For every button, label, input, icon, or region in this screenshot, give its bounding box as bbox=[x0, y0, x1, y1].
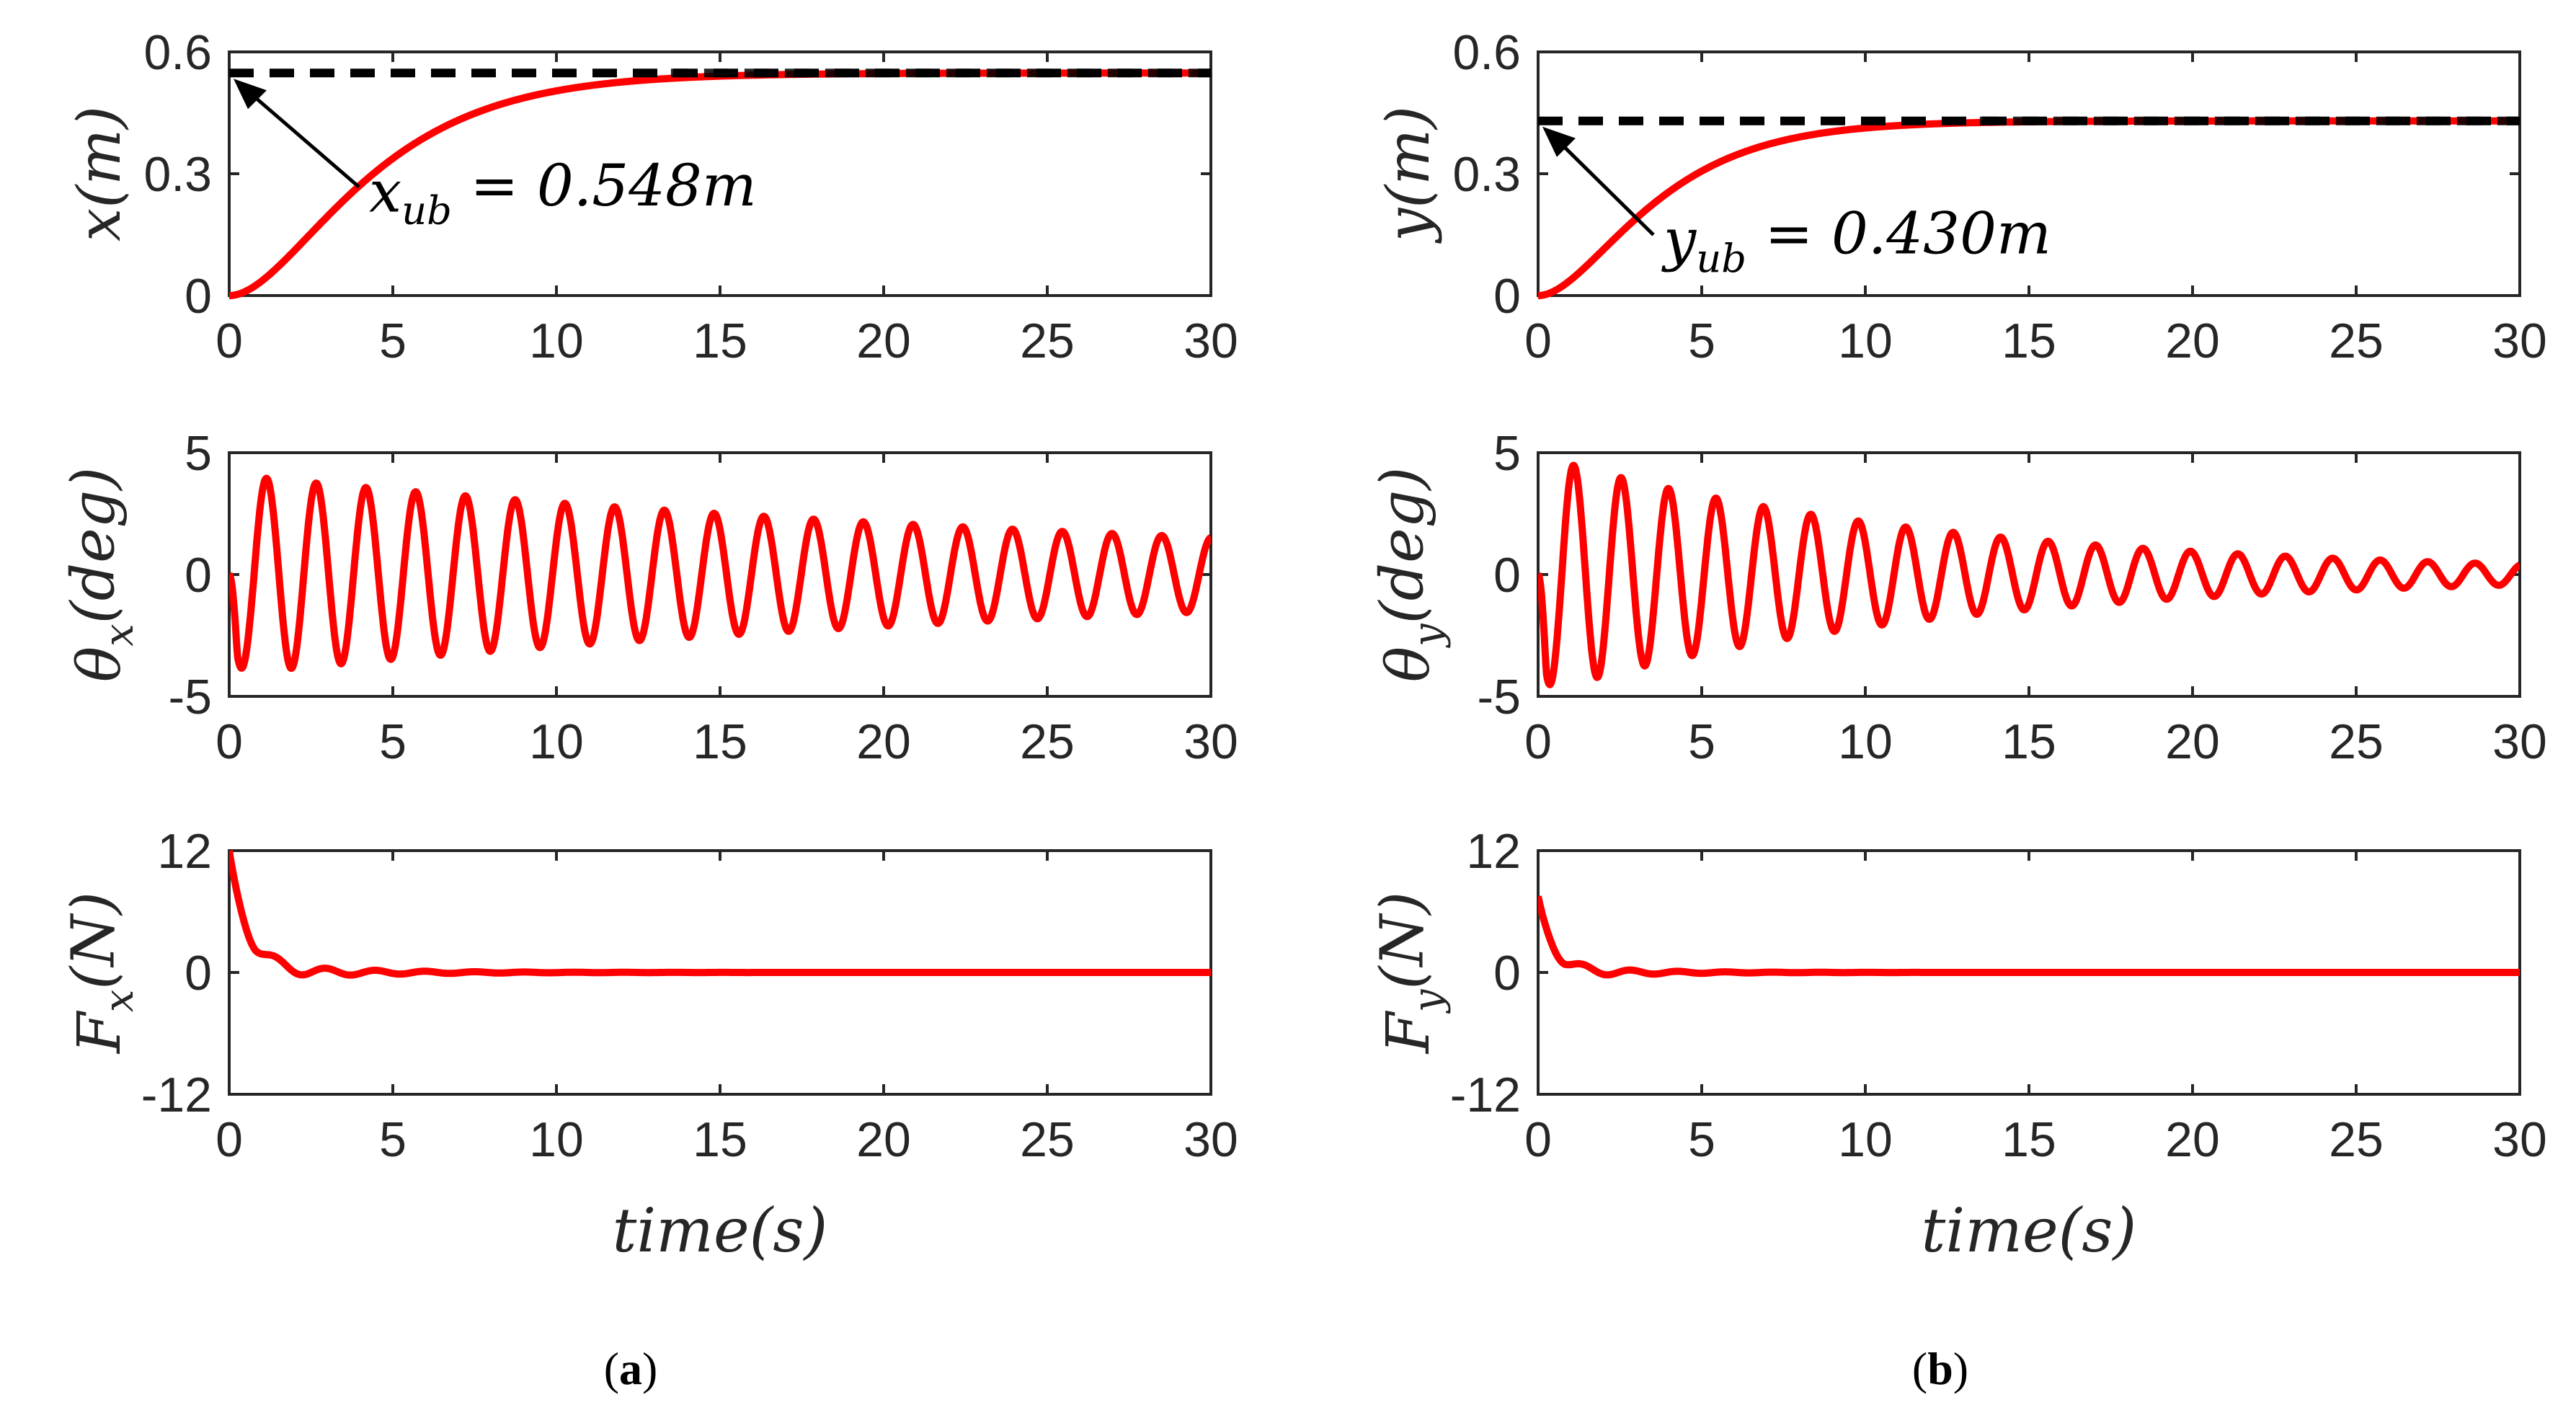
y-tick-label: -5 bbox=[169, 670, 212, 724]
y-axis-label: θy(deg) bbox=[1369, 467, 1452, 682]
x-tick-label: 30 bbox=[2492, 314, 2547, 368]
annotation-label: yub = 0.430m bbox=[1661, 200, 2051, 282]
y-tick-label: 0.6 bbox=[143, 25, 212, 80]
annotation-arrow bbox=[242, 86, 360, 189]
y-tick-label: 0.3 bbox=[1452, 147, 1521, 202]
x-tick-label: 15 bbox=[2002, 714, 2056, 769]
x-tick-label: 15 bbox=[693, 1112, 747, 1167]
x-tick-label: 5 bbox=[379, 1112, 407, 1167]
caption-b-letter: b bbox=[1927, 1343, 1953, 1394]
x-tick-label: 30 bbox=[2492, 714, 2547, 769]
x-tick-label: 5 bbox=[379, 314, 407, 368]
x-tick-label: 0 bbox=[1524, 314, 1552, 368]
y-axis-label: Fy(N) bbox=[1369, 892, 1452, 1055]
plot-b-0: 0 5 10 15 20 25 30 0 0.3 0.6y(m) yub = 0.430m bbox=[1374, 25, 2547, 368]
annotation-label: xub = 0.548m bbox=[369, 152, 757, 234]
x-tick-label: 20 bbox=[2165, 314, 2220, 368]
y-tick-label: 5 bbox=[1493, 426, 1521, 481]
series-θy(t)-line bbox=[1538, 461, 2520, 688]
x-tick-label: 20 bbox=[856, 714, 911, 769]
x-tick-label: 30 bbox=[2492, 1112, 2547, 1167]
x-tick-label: 25 bbox=[2329, 314, 2384, 368]
x-tick-label: 25 bbox=[2329, 1112, 2384, 1167]
annotation-arrow bbox=[1551, 133, 1655, 236]
x-tick-label: 10 bbox=[529, 1112, 584, 1167]
y-tick-label: 0.3 bbox=[143, 147, 212, 202]
y-tick-label: -12 bbox=[141, 1068, 212, 1122]
x-tick-label: 5 bbox=[1688, 1112, 1715, 1167]
x-tick-label: 10 bbox=[1838, 314, 1893, 368]
y-tick-label: -5 bbox=[1478, 670, 1521, 724]
y-tick-label: 0 bbox=[185, 548, 212, 603]
x-tick-label: 20 bbox=[2165, 714, 2220, 769]
y-axis-label: θx(deg) bbox=[60, 467, 143, 682]
y-tick-label: 0.6 bbox=[1452, 25, 1521, 80]
x-tick-label: 10 bbox=[529, 314, 584, 368]
x-tick-label: 15 bbox=[693, 314, 747, 368]
series-Fx(t)-line bbox=[229, 850, 1211, 979]
x-tick-label: 0 bbox=[216, 314, 243, 368]
x-tick-label: 0 bbox=[1524, 1112, 1552, 1167]
annotation-arrowhead bbox=[1542, 126, 1576, 157]
x-axis-label: time(s) bbox=[613, 1195, 828, 1266]
y-tick-label: -12 bbox=[1450, 1068, 1521, 1122]
caption-b: (b) bbox=[1912, 1343, 1968, 1394]
x-tick-label: 5 bbox=[379, 714, 407, 769]
series-Fy(t)-line bbox=[1538, 895, 2520, 979]
x-tick-label: 30 bbox=[1183, 714, 1238, 769]
y-axis-label: x(m) bbox=[66, 106, 134, 241]
caption-a-letter: a bbox=[619, 1343, 642, 1394]
y-tick-label: 0 bbox=[1493, 548, 1521, 603]
plot-a-0: 0 5 10 15 20 25 30 0 0.3 0.6x(m) xub = 0.548m bbox=[66, 25, 1238, 368]
x-tick-label: 20 bbox=[2165, 1112, 2220, 1167]
y-axis-label: y(m) bbox=[1374, 106, 1443, 244]
x-tick-label: 10 bbox=[1838, 714, 1893, 769]
y-tick-label: 0 bbox=[185, 269, 212, 324]
x-tick-label: 25 bbox=[2329, 714, 2384, 769]
x-tick-label: 25 bbox=[1020, 314, 1075, 368]
x-axis-label: time(s) bbox=[1922, 1195, 2137, 1266]
x-tick-label: 20 bbox=[856, 1112, 911, 1167]
y-tick-label: 12 bbox=[1466, 824, 1521, 879]
annotation-arrowhead bbox=[234, 79, 267, 110]
y-tick-label: 0 bbox=[1493, 946, 1521, 1001]
series-θx(t)-line bbox=[229, 474, 1211, 673]
x-tick-label: 0 bbox=[216, 714, 243, 769]
x-tick-label: 30 bbox=[1183, 1112, 1238, 1167]
y-tick-label: 0 bbox=[1493, 269, 1521, 324]
y-tick-label: 0 bbox=[185, 946, 212, 1001]
y-tick-label: 12 bbox=[157, 824, 212, 879]
caption-a: (a) bbox=[604, 1343, 658, 1394]
x-tick-label: 0 bbox=[1524, 714, 1552, 769]
x-tick-label: 15 bbox=[2002, 314, 2056, 368]
x-tick-label: 25 bbox=[1020, 714, 1075, 769]
x-tick-label: 5 bbox=[1688, 714, 1715, 769]
x-tick-label: 15 bbox=[2002, 1112, 2056, 1167]
y-tick-label: 5 bbox=[185, 426, 212, 481]
x-tick-label: 10 bbox=[529, 714, 584, 769]
axes-box bbox=[1537, 451, 2521, 698]
x-tick-label: 10 bbox=[1838, 1112, 1893, 1167]
y-axis-label: Fx(N) bbox=[60, 892, 143, 1055]
x-tick-label: 15 bbox=[693, 714, 747, 769]
x-tick-label: 5 bbox=[1688, 314, 1715, 368]
x-tick-label: 0 bbox=[216, 1112, 243, 1167]
x-tick-label: 25 bbox=[1020, 1112, 1075, 1167]
x-tick-label: 20 bbox=[856, 314, 911, 368]
x-tick-label: 30 bbox=[1183, 314, 1238, 368]
